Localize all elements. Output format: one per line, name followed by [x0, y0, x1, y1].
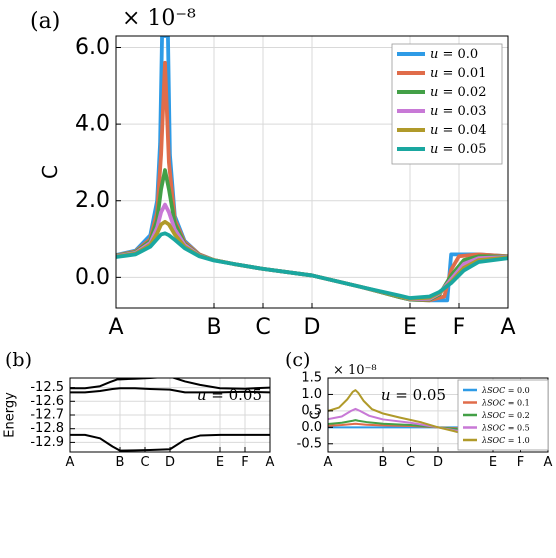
x-tick-label: D [433, 455, 443, 470]
panel-label: (c) [285, 349, 310, 371]
x-tick-label: A [266, 455, 275, 470]
legend-entry: u = 0.02 [430, 85, 486, 100]
y-tick-label: -12.6 [30, 394, 64, 409]
scale-note: × 10⁻⁸ [122, 6, 196, 31]
panel-label: (a) [30, 9, 60, 34]
x-tick-label: C [140, 455, 149, 470]
y-tick-label: -12.7 [30, 408, 64, 423]
x-tick-label: E [489, 455, 497, 470]
x-tick-label: D [304, 315, 321, 340]
legend-entry: λSOC = 1.0 [481, 436, 530, 445]
legend: λSOC = 0.0 λSOC = 0.1 λSOC = 0.2 λSOC = 0.5… [457, 379, 549, 451]
annotation: u = 0.05 [197, 386, 262, 404]
y-axis-label: Energy [3, 392, 18, 438]
y-tick-label: 2.0 [75, 188, 110, 213]
x-tick-label: F [517, 455, 524, 470]
y-tick-label: 0.5 [301, 403, 322, 418]
y-tick-label: -0.5 [297, 436, 322, 451]
y-tick-label: 0.0 [75, 265, 110, 290]
panel-c: -0.50.0 0.51.01.5 A B C D E F A C (c) × 10⁻⁸ u = 0.0… [285, 349, 553, 470]
x-tick-label: A [544, 455, 553, 470]
x-tick-label: B [206, 315, 221, 340]
legend-entry: u = 0.0 [430, 47, 478, 62]
x-tick-label: B [116, 455, 125, 470]
x-tick-label: F [453, 315, 466, 340]
series-line-1 [70, 378, 270, 390]
annotation: u = 0.05 [381, 386, 446, 404]
y-tick-label: 0.0 [301, 420, 322, 435]
x-tick-label: A [108, 315, 123, 340]
panel-b: -12.5-12.6-12.7-12.8-12.9A B C D E F AEnergy(b… [3, 349, 275, 470]
legend-entry: u = 0.05 [430, 142, 486, 157]
legend-entry: u = 0.04 [430, 123, 486, 138]
x-tick-label: F [241, 455, 248, 470]
legend-entry: u = 0.01 [430, 66, 486, 81]
x-tick-label: A [500, 315, 515, 340]
y-tick-label: 6.0 [75, 35, 110, 60]
y-axis-label: C [38, 165, 62, 179]
x-tick-label: C [255, 315, 270, 340]
series-group [116, 36, 508, 303]
y-tick-label: -12.8 [30, 421, 64, 436]
x-tick-label: A [324, 455, 333, 470]
y-tick-label: 4.0 [75, 112, 110, 137]
y-tick-label: 1.0 [301, 387, 322, 402]
y-tick-label: -12.5 [30, 380, 64, 395]
series-line-6 [116, 231, 508, 300]
x-tick-label: E [403, 315, 417, 340]
x-tick-label: E [216, 455, 224, 470]
panel-label: (b) [5, 349, 32, 371]
x-tick-label: C [406, 455, 415, 470]
series-line-2 [70, 387, 270, 394]
legend-box [391, 43, 503, 165]
x-tick-label: B [379, 455, 388, 470]
scale-note: × 10⁻⁸ [333, 363, 377, 378]
y-tick-label: -12.9 [30, 435, 64, 450]
series-group [70, 378, 270, 452]
legend-entry: λSOC = 0.1 [481, 398, 530, 407]
legend-entry: λSOC = 0.0 [481, 386, 530, 395]
x-tick-label: A [66, 455, 75, 470]
legend-entry: u = 0.03 [430, 104, 486, 119]
x-tick-label: D [165, 455, 175, 470]
legend: u = 0.0 u = 0.01 u = 0.02 u = 0.03 u = 0.04 u… [391, 43, 503, 165]
legend-entry: λSOC = 0.5 [481, 423, 530, 432]
panel-a: 0.02.04.06.0A B C D E F AC(a) × 10⁻⁸u = 0.0u = … [30, 6, 516, 340]
series-line-3 [70, 433, 270, 452]
legend-entry: λSOC = 0.2 [481, 411, 530, 420]
y-tick-label: 1.5 [301, 371, 322, 386]
y-axis-label: C [309, 410, 324, 419]
